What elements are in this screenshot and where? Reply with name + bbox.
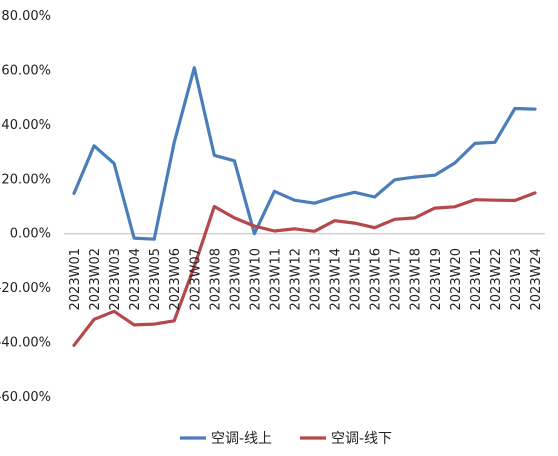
series-line-2 (72, 191, 537, 347)
y-tick-label: -60.00% (0, 390, 51, 405)
x-tick-label: 2023W15 (349, 248, 364, 310)
y-tick-label: 80.00% (1, 9, 51, 24)
x-tick-label: 2023W13 (309, 248, 324, 310)
y-tick-label: -40.00% (0, 336, 51, 351)
x-tick-label: 2023W21 (469, 248, 484, 310)
legend: 空调-线上 空调-线下 (180, 431, 392, 447)
x-axis-ticks: 2023W01 2023W02 2023W03 2023W04 2023W05 2023W… (68, 248, 544, 310)
x-tick-label: 2023W18 (409, 248, 424, 310)
x-tick-label: 2023W10 (248, 248, 263, 310)
y-tick-label: 60.00% (1, 63, 51, 78)
x-tick-label: 2023W24 (529, 248, 544, 310)
y-axis-ticks: 80.00% 60.00% 40.00% 20.00% 0.00% -20.00% -40.… (0, 9, 51, 405)
x-tick-label: 2023W22 (489, 248, 504, 310)
x-tick-label: 2023W11 (268, 248, 283, 310)
x-tick-label: 2023W08 (208, 248, 223, 310)
legend-label: 空调-线上 (211, 431, 272, 447)
x-tick-label: 2023W06 (168, 248, 183, 310)
x-tick-label: 2023W23 (509, 248, 524, 310)
x-tick-label: 2023W20 (449, 248, 464, 310)
x-tick-label: 2023W14 (329, 248, 344, 310)
series-line-1 (72, 66, 537, 241)
x-tick-label: 2023W07 (188, 248, 203, 310)
x-tick-label: 2023W09 (228, 248, 243, 310)
y-tick-label: 40.00% (1, 118, 51, 133)
x-tick-label: 2023W02 (88, 248, 103, 310)
x-tick-label: 2023W01 (68, 248, 83, 310)
x-tick-label: 2023W17 (389, 248, 404, 310)
x-tick-label: 2023W03 (108, 248, 123, 310)
y-tick-label: -20.00% (0, 281, 51, 296)
x-tick-label: 2023W12 (288, 248, 303, 310)
x-tick-label: 2023W04 (128, 248, 143, 310)
series-layer (72, 66, 537, 347)
x-tick-label: 2023W16 (369, 248, 384, 310)
x-tick-label: 2023W19 (429, 248, 444, 310)
y-tick-label: 0.00% (10, 227, 51, 242)
legend-label: 空调-线下 (331, 431, 392, 447)
x-tick-label: 2023W05 (148, 248, 163, 310)
y-tick-label: 20.00% (1, 172, 51, 187)
